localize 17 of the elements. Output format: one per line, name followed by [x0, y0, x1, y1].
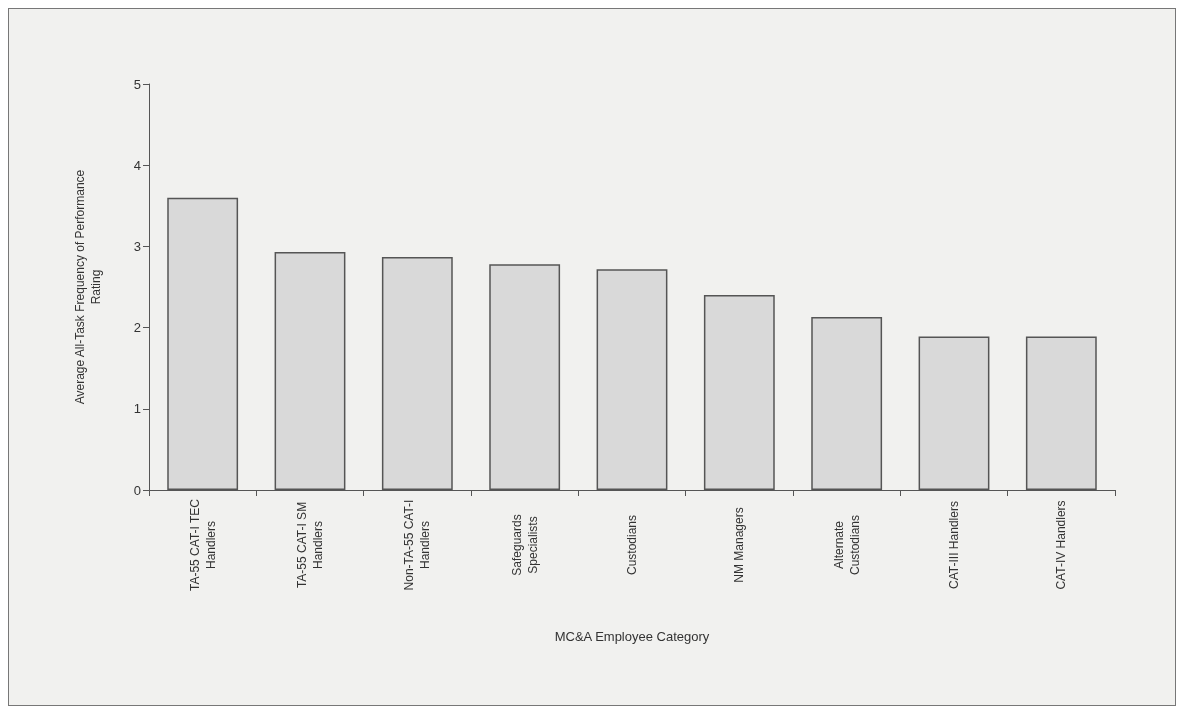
y-tick-label: 5: [133, 76, 141, 92]
x-tick-label: NM Managers: [732, 507, 747, 583]
x-tick-label: Alternate Custodians: [831, 514, 862, 576]
x-tick-label: CAT-IV Handlers: [1054, 500, 1069, 590]
x-tick-label: Custodians: [625, 514, 639, 576]
y-tick-label: 3: [133, 238, 141, 254]
x-tick-label: Safeguards Specialists: [509, 514, 540, 576]
y-tick-label: 4: [133, 157, 141, 173]
y-tick-label: 2: [133, 320, 141, 336]
y-tick-label: 0: [133, 482, 141, 498]
y-axis-title: Average All-Task Frequency of Performance Rating: [73, 169, 103, 405]
x-tick-label: Non-TA-55 CAT-I Handlers: [402, 499, 433, 591]
x-axis-title: MC&A Employee Category: [554, 629, 710, 644]
y-tick-label: 1: [133, 401, 141, 417]
x-tick-label: TA-55 CAT-I TEC Handlers: [187, 498, 218, 592]
x-tick-label: TA-55 CAT-I SM Handlers: [295, 501, 325, 589]
x-tick-label: CAT-III Handlers: [947, 501, 961, 589]
